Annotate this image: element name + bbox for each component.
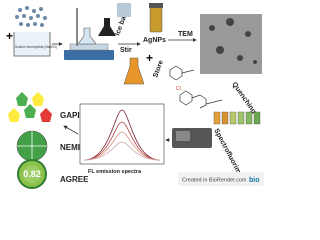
nemi-label: NEMI xyxy=(60,143,80,152)
ice-bath-photo xyxy=(117,3,131,17)
agree-center xyxy=(23,165,41,183)
graphical-abstract: + Sodium borohydride (NaBH4) Ice bath St… xyxy=(6,3,264,189)
beaker xyxy=(13,32,51,57)
vial-cap xyxy=(149,3,163,8)
agnps-label: AgNPs xyxy=(143,37,166,44)
gapi-label: GAPI xyxy=(60,111,80,120)
plus-sign: + xyxy=(6,29,13,43)
atom: Cl xyxy=(176,86,181,92)
agnps-vial xyxy=(149,5,163,33)
stir-label: Stir xyxy=(120,47,132,54)
flask xyxy=(77,27,97,45)
nemi-quadrants xyxy=(17,131,47,161)
spectra-label: FL emission spectra xyxy=(88,169,142,175)
footer-badge xyxy=(178,172,264,186)
arrow xyxy=(63,125,79,135)
black-flask xyxy=(98,18,116,36)
molecule xyxy=(169,65,195,81)
sample-vials xyxy=(213,111,261,125)
plate-top xyxy=(69,43,109,51)
hot-plate xyxy=(64,50,114,60)
molecule xyxy=(179,90,223,109)
reagent-label: Sodium borohydride (NaBH4) xyxy=(15,45,57,49)
stand-rod xyxy=(76,8,78,46)
footer-text: Created in BioRender.com xyxy=(182,178,247,184)
tem-particles xyxy=(209,18,257,64)
instrument-panel xyxy=(176,131,190,141)
tem-label: TEM xyxy=(178,31,193,38)
gapi-pictogram xyxy=(8,92,52,122)
agree-label: AGREE xyxy=(60,175,89,184)
particle-cluster xyxy=(15,6,47,27)
quenching-label: Quenching xyxy=(230,81,257,115)
plus-sign: + xyxy=(146,51,153,65)
emission-curves xyxy=(83,109,161,161)
spectra-frame xyxy=(79,103,165,165)
store-label: Store xyxy=(152,59,165,78)
orange-flask xyxy=(123,57,145,85)
footer-logo: bio xyxy=(249,177,260,184)
agree-score: 0.82 xyxy=(23,169,41,179)
